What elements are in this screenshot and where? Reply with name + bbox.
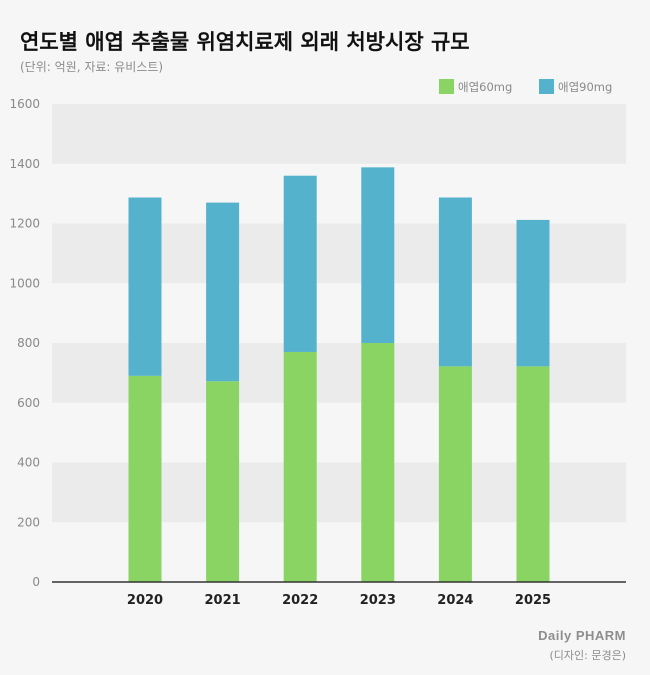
y-tick-label: 1600 <box>9 97 40 111</box>
y-tick-label: 0 <box>32 575 40 589</box>
y-tick-label: 1200 <box>9 217 40 231</box>
y-tick-label: 1000 <box>9 276 40 290</box>
y-tick-label: 1400 <box>9 157 40 171</box>
legend-label-90mg: 애엽90mg <box>558 80 612 94</box>
y-tick-label: 800 <box>17 336 40 350</box>
brand-logo: Daily PHARM <box>538 628 626 643</box>
bar-60mg-2025 <box>516 366 550 582</box>
bar-60mg-2023 <box>361 343 395 582</box>
bar-90mg-2025 <box>516 219 550 367</box>
legend-swatch-90mg <box>539 79 554 94</box>
grid-band <box>52 104 626 164</box>
bar-90mg-2023 <box>361 167 395 343</box>
bar-60mg-2021 <box>206 381 240 582</box>
x-axis-ticks: 2020 2021 2022 2023 2024 2025 <box>127 593 551 608</box>
legend: 애엽60mg 애엽90mg <box>439 79 612 94</box>
x-tick-label: 2021 <box>205 593 241 608</box>
y-tick-label: 600 <box>17 396 40 410</box>
bar-90mg-2024 <box>438 197 472 367</box>
bar-60mg-2022 <box>283 351 317 582</box>
y-tick-label: 200 <box>17 515 40 529</box>
y-tick-label: 400 <box>17 456 40 470</box>
x-tick-label: 2023 <box>360 593 396 608</box>
bar-90mg-2020 <box>128 197 162 376</box>
brand-text: Daily PHARM <box>538 628 626 643</box>
legend-label-60mg: 애엽60mg <box>458 80 512 94</box>
bars <box>128 167 550 582</box>
bar-90mg-2022 <box>283 175 317 352</box>
x-tick-label: 2024 <box>437 593 473 608</box>
x-tick-label: 2022 <box>282 593 318 608</box>
bar-90mg-2021 <box>206 202 240 382</box>
chart-title: 연도별 애엽 추출물 위염치료제 외래 처방시장 규모 <box>20 30 470 54</box>
bar-60mg-2020 <box>128 375 162 582</box>
x-tick-label: 2025 <box>515 593 551 608</box>
designer-credit: (디자인: 문경은) <box>549 649 626 662</box>
x-tick-label: 2020 <box>127 593 163 608</box>
legend-swatch-60mg <box>439 79 454 94</box>
bar-60mg-2024 <box>438 366 472 582</box>
chart-subtitle: (단위: 억원, 자료: 유비스트) <box>20 60 163 74</box>
y-axis-ticks: 0 200 400 600 800 1000 1200 1400 1600 <box>9 97 40 589</box>
